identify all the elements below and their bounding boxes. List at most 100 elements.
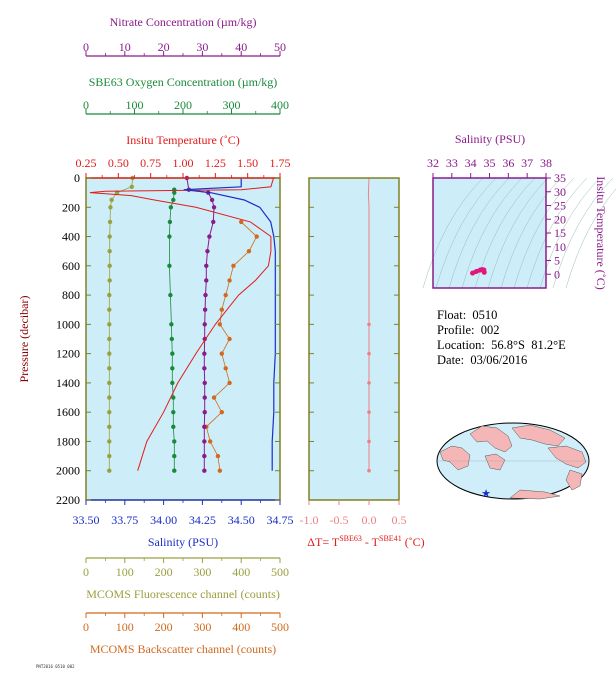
- nitrate-data-point: [202, 322, 207, 327]
- ts-plot-area: [433, 178, 546, 288]
- backscatter-data-point: [254, 234, 259, 239]
- delta-t-data-point: [367, 410, 371, 414]
- delta-t-data-point: [367, 322, 371, 327]
- delta-t-tick-label: -1.0: [300, 513, 319, 527]
- ts-density-contour: [500, 177, 562, 289]
- pressure-tick-label: 1000: [56, 317, 80, 331]
- backscatter-data-point: [219, 351, 224, 356]
- salinity-tick-label: 34.00: [150, 513, 177, 527]
- nitrate-data-point: [204, 278, 209, 283]
- fluorescence-tick-label: 500: [271, 565, 289, 579]
- ts-y-tick-label: 10: [554, 240, 566, 254]
- location-line: Location: 56.8°S 81.2°E: [437, 338, 566, 352]
- oxygen-data-point: [168, 205, 174, 210]
- pressure-tick-label: 1400: [56, 376, 80, 390]
- oxygen-data-point: [171, 197, 176, 203]
- fluorescence-data-point: [107, 424, 112, 430]
- ts-data-point: [481, 269, 487, 275]
- backscatter-data-point: [227, 380, 232, 386]
- nitrate-axis-title: Nitrate Concentration (µm/kg): [110, 15, 257, 29]
- temperature-axis-title: Insitu Temperature (˚C): [126, 133, 240, 147]
- ts-density-contour: [422, 177, 484, 289]
- oxygen-data-point: [171, 424, 176, 430]
- oxygen-data-point: [170, 366, 175, 371]
- salinity-tick-label: 33.75: [111, 513, 138, 527]
- fluorescence-tick-label: 0: [83, 565, 89, 579]
- backscatter-data-point: [207, 439, 213, 444]
- oxygen-data-point: [167, 234, 172, 239]
- delta-t-tick-label: 0.0: [362, 513, 377, 527]
- backscatter-data-point: [231, 263, 236, 269]
- temperature-tick-label: 0.25: [76, 156, 97, 170]
- nitrate-data-point: [202, 453, 207, 459]
- fluorescence-data-point: [107, 380, 112, 386]
- footnote: PNT2016 0510 002: [36, 664, 75, 669]
- backscatter-data-point: [217, 468, 223, 473]
- oxygen-data-point: [172, 468, 177, 473]
- nitrate-data-point: [207, 234, 212, 239]
- ts-density-contour: [539, 177, 601, 289]
- backscatter-tick-label: 200: [155, 620, 173, 634]
- salinity-axis-title: Salinity (PSU): [148, 535, 218, 549]
- delta-t-tick-label: -0.5: [330, 513, 349, 527]
- backscatter-data-point: [219, 409, 224, 415]
- nitrate-data-point: [205, 248, 210, 254]
- nitrate-tick-label: 50: [274, 40, 286, 54]
- temperature-tick-label: 1.25: [205, 156, 226, 170]
- nitrate-data-point: [202, 468, 207, 473]
- pressure-tick-label: 200: [62, 200, 80, 214]
- ts-data-point: [473, 269, 479, 274]
- backscatter-data-point: [227, 278, 232, 283]
- map-land: [439, 424, 587, 500]
- pressure-tick-label: 1200: [56, 347, 80, 361]
- delta-t-axis-title: ΔT= TSBE63 - TSBE41 (˚C): [307, 534, 424, 549]
- ts-y-tick-label: 25: [554, 199, 566, 213]
- ts-density-contour: [565, 188, 616, 289]
- fluorescence-data-point: [107, 234, 112, 239]
- float-location-star-icon: ★: [481, 488, 491, 500]
- nitrate-data-point: [204, 263, 209, 269]
- nitrate-data-point: [203, 292, 208, 298]
- oxygen-data-point: [169, 336, 175, 342]
- ts-density-contour: [435, 177, 497, 289]
- fluorescence-axis-title: MCOMS Fluorescence channel (counts): [86, 587, 280, 601]
- ts-x-tick-label: 32: [427, 156, 439, 170]
- backscatter-data-point: [211, 395, 217, 400]
- oxygen-data-point: [172, 453, 177, 459]
- fluorescence-data-point: [107, 351, 112, 356]
- ts-x-tick-label: 37: [521, 156, 533, 170]
- delta-t-data-point: [367, 468, 371, 473]
- nitrate-tick-label: 10: [119, 40, 131, 54]
- oxygen-data-point: [172, 439, 177, 444]
- backscatter-data-point: [215, 453, 221, 459]
- nitrate-data-point: [202, 366, 207, 371]
- salinity-tick-label: 33.50: [73, 513, 100, 527]
- nitrate-tick-label: 0: [83, 40, 89, 54]
- pressure-tick-label: 2000: [56, 464, 80, 478]
- ts-y-tick-label: 30: [554, 185, 566, 199]
- fluorescence-tick-label: 400: [232, 565, 250, 579]
- oxygen-data-point: [170, 351, 175, 356]
- oxygen-axis-title: SBE63 Oxygen Concentration (µm/kg): [89, 75, 278, 89]
- profile-line: Profile: 002: [437, 323, 500, 337]
- pressure-tick-label: 0: [74, 171, 80, 185]
- nitrate-data-point: [202, 409, 207, 415]
- ts-x-tick-label: 33: [446, 156, 458, 170]
- fluorescence-data-point: [107, 263, 112, 269]
- ts-y-tick-label: 20: [554, 212, 566, 226]
- delta-t-data-point: [367, 381, 371, 385]
- ts-x-tick-label: 35: [484, 156, 496, 170]
- ts-x-axis-title: Salinity (PSU): [455, 132, 525, 146]
- backscatter-data-point: [219, 307, 224, 312]
- oxygen-tick-label: 400: [271, 98, 289, 112]
- backscatter-data-point: [239, 219, 244, 225]
- ts-y-tick-label: 35: [554, 171, 566, 185]
- pressure-tick-label: 2200: [56, 493, 80, 507]
- ts-y-tick-label: 0: [554, 267, 560, 281]
- salinity-tick-label: 34.50: [228, 513, 255, 527]
- oxygen-data-point: [168, 292, 173, 298]
- delta-t-data-point: [367, 439, 371, 444]
- fluorescence-data-point: [107, 322, 112, 327]
